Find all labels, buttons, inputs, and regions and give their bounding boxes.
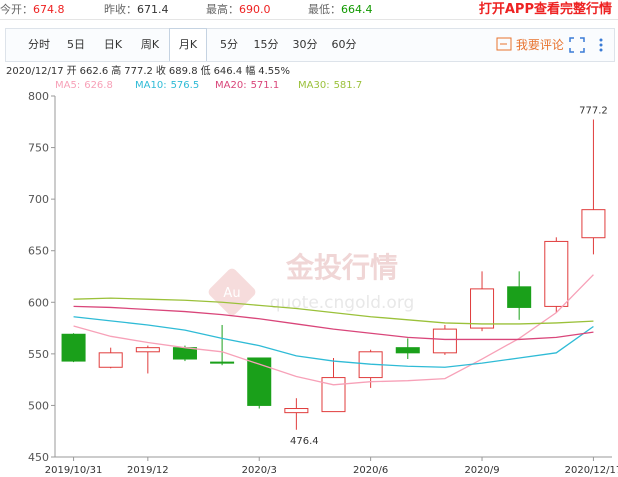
x-tick-label: 2019/10/31 (45, 465, 103, 476)
min-label: 476.4 (290, 436, 319, 447)
info-label: 开 (66, 66, 77, 77)
legend-name: MA10: (135, 80, 167, 91)
comment-text: 我要评论 (515, 38, 564, 52)
legend-value: 571.1 (251, 80, 280, 91)
y-tick-label: 550 (28, 348, 49, 361)
candle-body (544, 240, 569, 307)
x-tick-label: 2020/6 (353, 465, 388, 476)
candle-body (61, 333, 86, 362)
tab[interactable]: 周K (140, 38, 160, 51)
ma-line (73, 274, 594, 386)
legend-name: MA20: (215, 80, 247, 91)
legend-name: MA30: (298, 80, 330, 91)
quote-item: 今开：674.8 (0, 0, 65, 19)
watermark-site: quote.cngold.org (270, 293, 415, 313)
app-link[interactable]: 打开APP查看完整行情 (478, 2, 612, 17)
watermark-brand: 金投行情 (285, 251, 398, 284)
quote-value: 690.0 (239, 3, 271, 16)
legend-entry: MA30: 581.7 (298, 80, 362, 91)
candle-body (507, 286, 532, 308)
info-date: 2020/12/17 (6, 66, 64, 77)
y-tick-label: 750 (28, 142, 49, 155)
quote-label: 今开： (0, 3, 33, 16)
candle-body (135, 347, 160, 353)
logo-text: Au (223, 286, 240, 301)
quote-value: 664.4 (341, 3, 373, 16)
legend-value: 581.7 (334, 80, 363, 91)
tab[interactable]: 30分 (292, 38, 318, 51)
y-tick-label: 700 (28, 193, 49, 206)
quote-item: 最高：690.0 (206, 0, 271, 19)
tab-bar: 我要评论 分时 5日 日K 周K 月K 5分 15分 30分 60分 (5, 28, 615, 62)
ma-line (73, 305, 594, 341)
candle-body (98, 352, 123, 368)
info-value: 646.4 (213, 66, 243, 77)
x-tick-label: 2020/9 (464, 465, 499, 476)
y-tick-label: 600 (28, 296, 49, 309)
legend-value: 626.8 (84, 80, 113, 91)
tab[interactable]: 5日 (67, 38, 85, 51)
legend-entry: MA5: 626.8 (55, 80, 113, 91)
legend-entry: MA20: 571.1 (215, 80, 279, 91)
max-label: 777.2 (579, 106, 608, 117)
legend-name: MA5: (55, 80, 80, 91)
ma-line (73, 316, 594, 368)
tab[interactable]: 日K (103, 38, 123, 51)
candle-body (470, 288, 495, 329)
tab[interactable]: 5分 (220, 38, 238, 51)
y-tick-label: 500 (28, 399, 49, 412)
quote-item: 最低：664.4 (308, 0, 373, 19)
candle-body (210, 361, 235, 364)
quote-label: 最高： (206, 3, 239, 16)
info-value: 689.8 (168, 66, 198, 77)
candle-body (432, 328, 457, 354)
tab[interactable]: 60分 (331, 38, 357, 51)
legend-entry: MA10: 576.5 (135, 80, 199, 91)
quote-value: 674.8 (33, 3, 65, 16)
candle-body (395, 347, 420, 354)
candle-body (321, 377, 346, 413)
y-tick-label: 450 (28, 451, 49, 464)
comment-icon (496, 37, 512, 51)
tab[interactable]: 15分 (253, 38, 279, 51)
info-line: 2020/12/17 开 662.6 高 777.2 收 689.8 低 646.4 幅 4.55% (6, 62, 293, 77)
x-tick-label: 2020/3 (242, 465, 277, 476)
info-label: 低 (200, 66, 211, 77)
ma-line (73, 297, 594, 325)
info-value: 4.55% (258, 66, 290, 77)
y-tick-label: 800 (28, 90, 49, 103)
info-value: 662.6 (79, 66, 109, 77)
info-label: 高 (111, 66, 122, 77)
legend-value: 576.5 (171, 80, 200, 91)
quote-value: 671.4 (137, 3, 169, 16)
y-tick-label: 650 (28, 245, 49, 258)
quote-label: 昨收： (104, 3, 137, 16)
candle-body (247, 357, 272, 406)
x-tick-label: 2019/12 (127, 465, 169, 476)
quote-item: 昨收：671.4 (104, 0, 169, 19)
candle-body (284, 408, 309, 414)
info-label: 收 (155, 66, 166, 77)
quote-label: 最低： (308, 3, 341, 16)
candle-body (581, 209, 606, 239)
quote-bar: 打开APP查看完整行情 今开：674.8 昨收：671.4 最高：690.0 最低：6… (0, 0, 618, 20)
candle-body (172, 347, 197, 360)
tab[interactable]: 月K (169, 28, 207, 61)
x-tick-label: 2020/12/17 (565, 465, 618, 476)
tab[interactable]: 分时 (28, 38, 50, 51)
comment-button[interactable]: 我要评论 (496, 29, 564, 61)
info-value: 777.2 (124, 66, 153, 77)
view-icons[interactable] (569, 37, 609, 53)
info-label: 幅 (245, 66, 256, 77)
